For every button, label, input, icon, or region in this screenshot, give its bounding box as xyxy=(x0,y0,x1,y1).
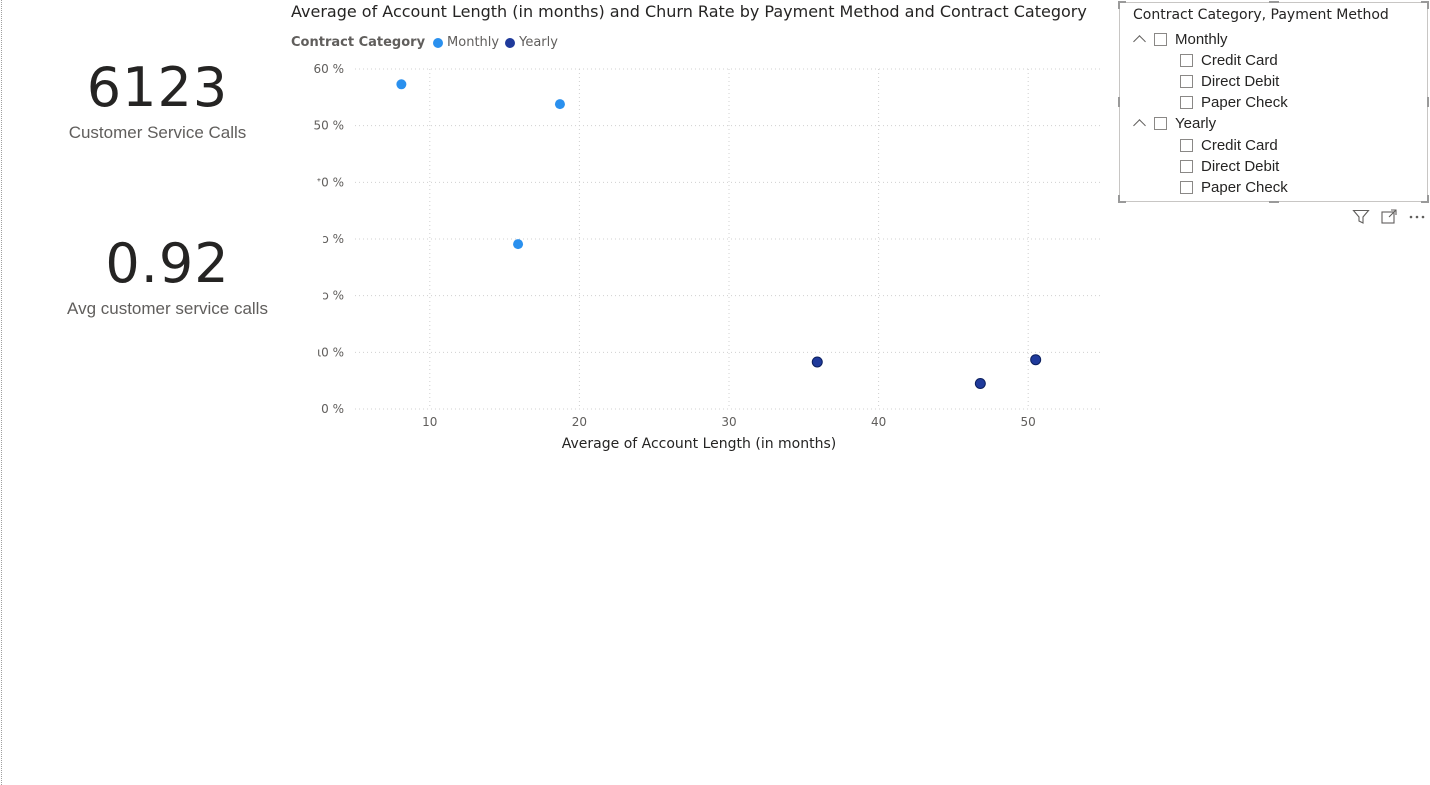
checkbox[interactable] xyxy=(1154,32,1167,46)
slicer-item-label: Paper Check xyxy=(1201,178,1288,196)
x-tick-label: 10 xyxy=(422,415,437,429)
resize-handle[interactable] xyxy=(1427,195,1429,203)
y-tick-label: ɔ % xyxy=(322,289,344,303)
focus-mode-icon[interactable] xyxy=(1380,209,1398,225)
data-point-yearly[interactable] xyxy=(1030,354,1042,366)
kpi-card-customer-service-calls[interactable]: 6123 Customer Service Calls xyxy=(40,61,275,143)
slicer-item-monthly-credit-card[interactable]: Credit Card xyxy=(1180,50,1278,70)
slicer-title: Contract Category, Payment Method xyxy=(1133,7,1389,23)
data-point-yearly[interactable] xyxy=(811,356,823,368)
checkbox[interactable] xyxy=(1180,95,1193,109)
resize-handle[interactable] xyxy=(1427,1,1429,9)
resize-handle[interactable] xyxy=(1269,201,1279,203)
slicer-item-label: Direct Debit xyxy=(1201,157,1280,175)
slicer-group-label: Monthly xyxy=(1175,30,1228,48)
legend-item-monthly[interactable]: Monthly xyxy=(433,35,499,50)
kpi-label: Avg customer service calls xyxy=(67,299,268,318)
resize-handle[interactable] xyxy=(1269,1,1279,3)
chart-legend: Contract Category Monthly Yearly xyxy=(291,35,564,50)
filter-icon[interactable] xyxy=(1352,209,1370,225)
checkbox[interactable] xyxy=(1180,53,1193,67)
x-tick-label: 20 xyxy=(572,415,587,429)
slicer-group-monthly[interactable]: Monthly xyxy=(1134,29,1228,49)
resize-handle[interactable] xyxy=(1118,97,1120,107)
checkbox[interactable] xyxy=(1180,74,1193,88)
checkbox[interactable] xyxy=(1180,138,1193,152)
chevron-up-icon[interactable] xyxy=(1134,34,1144,44)
data-point-yearly[interactable] xyxy=(974,378,986,389)
slicer-item-label: Paper Check xyxy=(1201,93,1288,111)
y-tick-label: 60 % xyxy=(314,62,345,76)
slicer-item-yearly-credit-card[interactable]: Credit Card xyxy=(1180,135,1278,155)
y-tick-label: 50 % xyxy=(314,119,345,133)
visual-header-actions xyxy=(1352,209,1426,225)
scatter-chart[interactable]: 0 % ι0 % ɔ % ɔ % ᐩ0 % 50 % 60 % 10 20 30 40 50 Avera… xyxy=(290,55,1110,455)
resize-handle[interactable] xyxy=(1118,1,1126,3)
legend-title: Contract Category xyxy=(291,35,426,50)
slicer-item-label: Direct Debit xyxy=(1201,72,1280,90)
kpi-value: 6123 xyxy=(86,56,229,119)
data-point-monthly[interactable] xyxy=(396,79,407,90)
y-tick-label: ι0 % xyxy=(317,345,344,359)
slicer-contract-payment[interactable]: Contract Category, Payment Method Monthl… xyxy=(1118,1,1429,203)
more-options-icon[interactable] xyxy=(1408,209,1426,225)
resize-handle[interactable] xyxy=(1118,195,1120,203)
y-tick-label: 0 % xyxy=(321,402,344,416)
kpi-value: 0.92 xyxy=(105,232,230,295)
resize-handle[interactable] xyxy=(1118,1,1120,9)
slicer-item-label: Credit Card xyxy=(1201,51,1278,69)
slicer-item-monthly-paper-check[interactable]: Paper Check xyxy=(1180,92,1288,112)
slicer-item-yearly-paper-check[interactable]: Paper Check xyxy=(1180,177,1288,197)
resize-handle[interactable] xyxy=(1421,201,1429,203)
checkbox[interactable] xyxy=(1180,180,1193,194)
legend-label: Monthly xyxy=(447,35,500,50)
data-point-monthly[interactable] xyxy=(513,239,524,250)
x-tick-label: 30 xyxy=(721,415,736,429)
y-tick-label: ɔ % xyxy=(322,232,344,246)
kpi-card-avg-customer-service-calls[interactable]: 0.92 Avg customer service calls xyxy=(40,237,295,319)
slicer-group-yearly[interactable]: Yearly xyxy=(1134,113,1216,133)
checkbox[interactable] xyxy=(1154,116,1167,130)
page-left-border xyxy=(1,0,2,785)
checkbox[interactable] xyxy=(1180,159,1193,173)
x-tick-label: 50 xyxy=(1021,415,1036,429)
legend-label: Yearly xyxy=(519,35,558,50)
slicer-group-label: Yearly xyxy=(1175,114,1217,132)
y-tick-label: ᐩ0 % xyxy=(316,175,344,189)
data-point-monthly[interactable] xyxy=(554,99,565,110)
legend-dot-icon xyxy=(505,37,516,48)
chevron-up-icon[interactable] xyxy=(1134,118,1144,128)
kpi-label: Customer Service Calls xyxy=(68,123,247,142)
resize-handle[interactable] xyxy=(1427,97,1429,107)
legend-dot-icon xyxy=(433,37,444,48)
chart-title: Average of Account Length (in months) an… xyxy=(291,2,1087,21)
slicer-item-yearly-direct-debit[interactable]: Direct Debit xyxy=(1180,156,1279,176)
resize-handle[interactable] xyxy=(1421,1,1429,3)
x-axis-title: Average of Account Length (in months) xyxy=(562,436,836,452)
resize-handle[interactable] xyxy=(1118,201,1126,203)
slicer-item-label: Credit Card xyxy=(1201,136,1278,154)
slicer-item-monthly-direct-debit[interactable]: Direct Debit xyxy=(1180,71,1279,91)
x-tick-label: 40 xyxy=(871,415,886,429)
legend-item-yearly[interactable]: Yearly xyxy=(505,35,558,50)
